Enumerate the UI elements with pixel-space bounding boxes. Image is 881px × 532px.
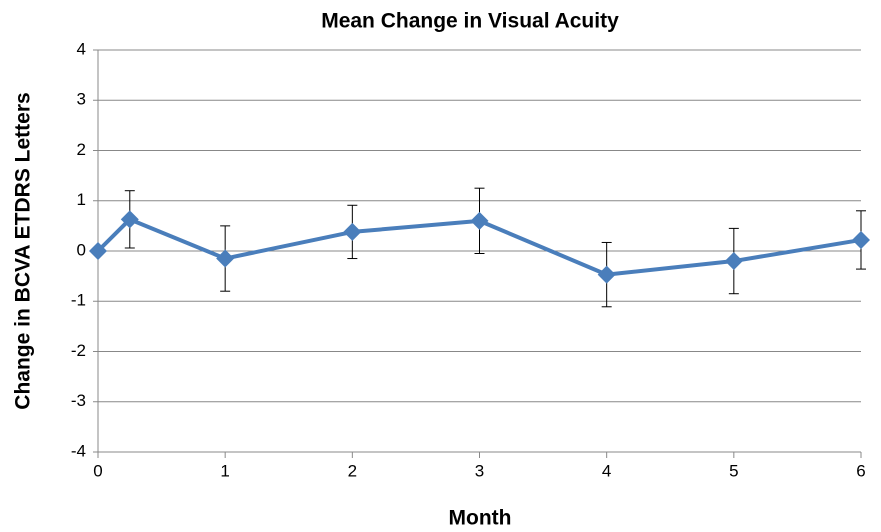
x-tick-label: 6 — [856, 461, 865, 480]
x-tick-label: 3 — [475, 461, 484, 480]
data-line — [96, 217, 862, 277]
x-axis-title: Month — [449, 507, 512, 530]
x-tick-label: 4 — [602, 461, 611, 480]
data-marker — [852, 230, 870, 249]
chart-title: Mean Change in Visual Acuity — [321, 10, 619, 33]
data-marker — [343, 222, 362, 241]
y-tick-label: 2 — [77, 140, 86, 159]
data-marker — [120, 210, 139, 229]
data-marker — [216, 249, 235, 268]
y-tick-label: -2 — [71, 341, 86, 360]
y-axis-title: Change in BCVA ETDRS Letters — [12, 92, 35, 409]
data-marker — [597, 265, 616, 284]
y-tick-label: 3 — [77, 90, 86, 109]
x-tick-label: 2 — [348, 461, 357, 480]
y-tick-label: -1 — [71, 291, 86, 310]
x-tick-label: 1 — [220, 461, 229, 480]
x-tick-label: 5 — [729, 461, 738, 480]
y-tick-label: 1 — [77, 190, 86, 209]
data-marker — [470, 211, 489, 230]
y-tick-label: 4 — [77, 39, 86, 58]
y-tick-label: 0 — [77, 240, 86, 259]
y-tick-label: -4 — [71, 441, 86, 460]
y-tick-label: -3 — [71, 391, 86, 410]
x-tick-label: 0 — [93, 461, 102, 480]
data-marker — [724, 252, 743, 271]
data-marker — [89, 242, 107, 260]
